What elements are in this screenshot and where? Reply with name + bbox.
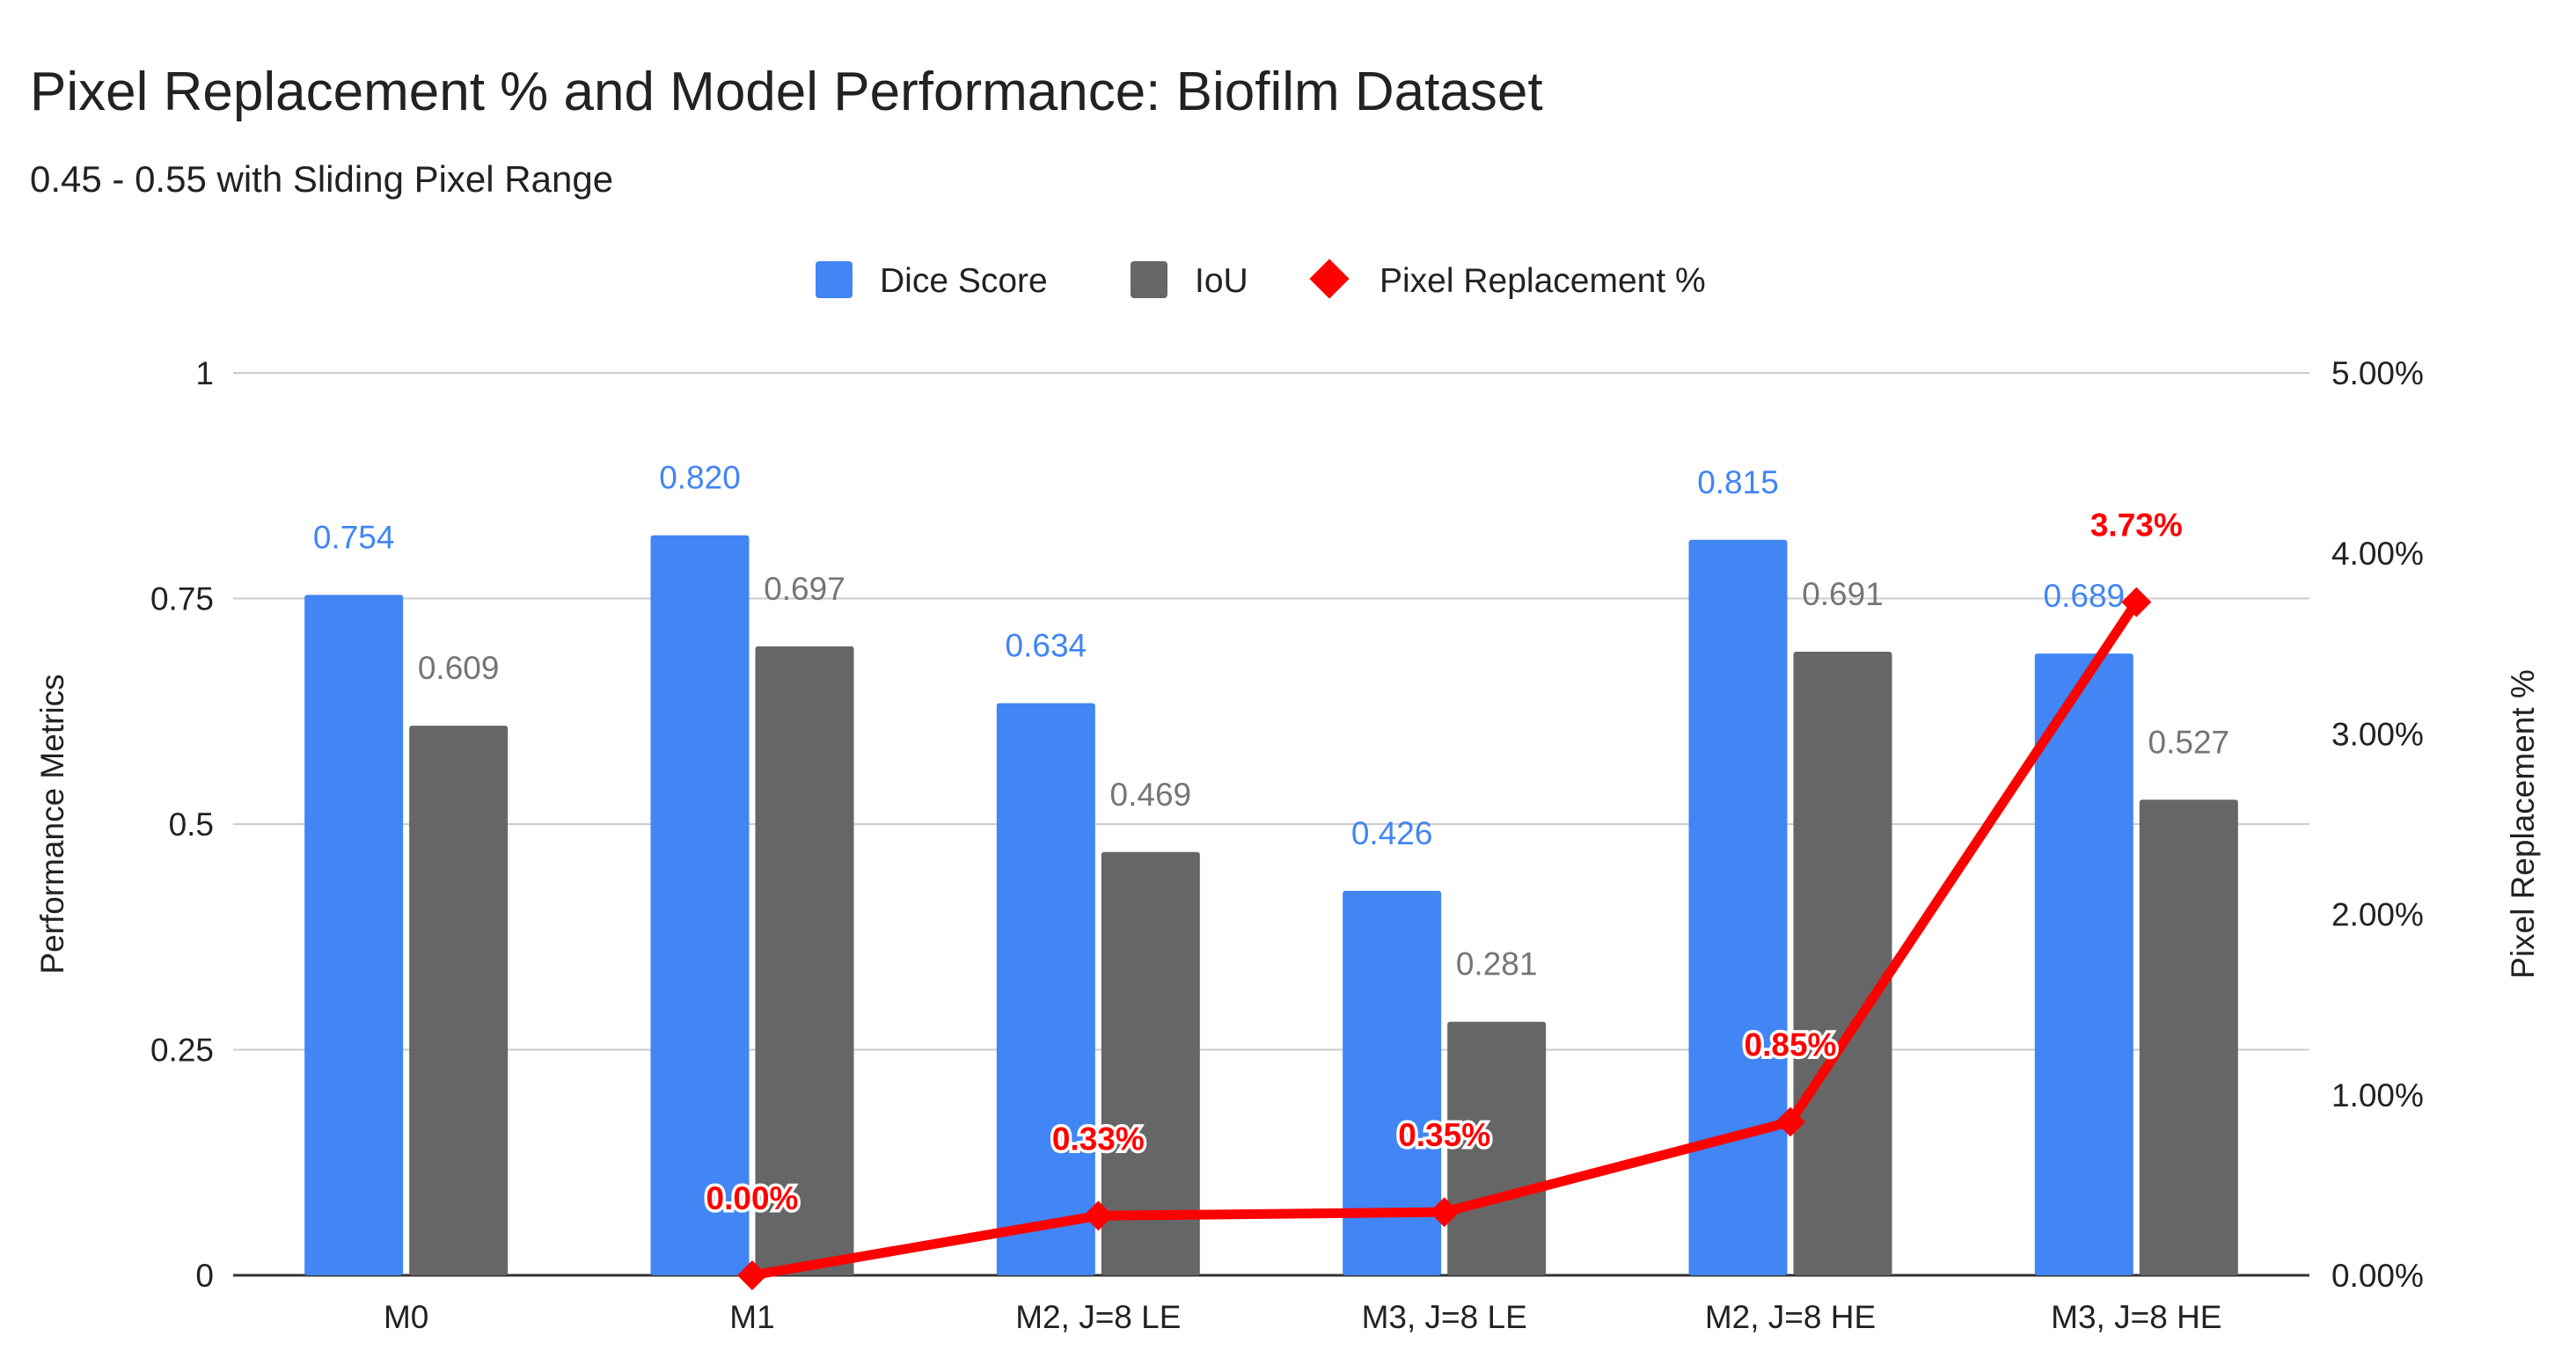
iou-bar[interactable] <box>755 646 854 1275</box>
left-axis-ticks: 0 0.25 0.5 0.75 1 <box>150 355 214 1294</box>
pixel-replacement-series-line <box>747 597 2141 1281</box>
dice-bar[interactable] <box>650 535 750 1275</box>
iou-bar[interactable] <box>1447 1021 1547 1275</box>
legend-item-dice[interactable]: Dice Score <box>816 261 1048 300</box>
legend: Dice Score IoU Pixel Replacement % <box>816 259 1706 300</box>
legend-label-pixel: Pixel Replacement % <box>1379 262 1706 300</box>
right-axis-title: Pixel Replacement % <box>2505 669 2541 979</box>
left-tick-label: 0.25 <box>150 1033 214 1069</box>
left-tick-label: 0.5 <box>169 807 214 843</box>
pixel-replacement-value-label: 3.73% <box>2090 507 2183 544</box>
iou-value-label: 0.469 <box>1110 777 1192 813</box>
x-tick-label: M2, J=8 LE <box>1015 1299 1181 1335</box>
x-tick-label: M1 <box>729 1299 774 1335</box>
dice-bar[interactable] <box>996 703 1095 1275</box>
legend-label-iou: IoU <box>1195 262 1248 300</box>
dice-value-label: 0.426 <box>1351 815 1433 851</box>
left-axis-title: Performance Metrics <box>34 674 70 974</box>
legend-swatch-dice <box>816 261 853 298</box>
chart-subtitle: 0.45 - 0.55 with Sliding Pixel Range <box>30 158 613 200</box>
right-tick-label: 0.00% <box>2331 1258 2424 1294</box>
right-tick-label: 3.00% <box>2331 716 2424 752</box>
iou-bar[interactable] <box>1793 652 1892 1275</box>
right-tick-label: 5.00% <box>2331 355 2424 391</box>
left-tick-label: 0.75 <box>150 581 214 617</box>
pixel-replacement-value-label: 0.00% <box>706 1180 799 1216</box>
pixel-replacement-point[interactable] <box>1775 1106 1805 1137</box>
dice-bar[interactable] <box>1343 890 1442 1275</box>
iou-value-label: 0.609 <box>418 650 500 686</box>
legend-label-dice: Dice Score <box>880 262 1048 300</box>
pixel-replacement-value-label: 0.33% <box>1052 1120 1145 1157</box>
x-tick-label: M0 <box>384 1299 428 1335</box>
dice-value-label: 0.754 <box>313 519 395 555</box>
pixel-replacement-point[interactable] <box>1429 1197 1460 1228</box>
right-tick-label: 2.00% <box>2331 897 2424 933</box>
legend-item-pixel[interactable]: Pixel Replacement % <box>1309 259 1706 300</box>
iou-value-label: 0.527 <box>2148 724 2230 760</box>
pixel-replacement-point[interactable] <box>737 1260 767 1290</box>
right-axis-ticks: 0.00% 1.00% 2.00% 3.00% 4.00% 5.00% <box>2331 355 2424 1294</box>
gridlines <box>233 372 2309 1277</box>
dice-value-label: 0.820 <box>659 460 741 496</box>
dice-value-label: 0.634 <box>1006 628 1087 664</box>
pixel-replacement-value-label: 0.35% <box>1398 1117 1490 1153</box>
x-tick-label: M3, J=8 LE <box>1362 1299 1527 1335</box>
left-tick-label: 1 <box>195 355 214 391</box>
legend-swatch-iou <box>1131 261 1167 298</box>
dice-value-label: 0.689 <box>2044 578 2126 614</box>
iou-bar[interactable] <box>409 726 509 1275</box>
right-tick-label: 1.00% <box>2331 1077 2424 1113</box>
x-axis-ticks: M0 M1 M2, J=8 LE M3, J=8 LE M2, J=8 HE M3, J=… <box>384 1299 2222 1335</box>
bars <box>304 535 2238 1275</box>
iou-value-label: 0.281 <box>1456 946 1538 982</box>
x-tick-label: M3, J=8 HE <box>2051 1299 2221 1335</box>
pixel-replacement-value-label: 0.85% <box>1745 1027 1837 1063</box>
left-tick-label: 0 <box>195 1258 214 1294</box>
dice-bar[interactable] <box>2034 653 2133 1275</box>
chart-title: Pixel Replacement % and Model Performanc… <box>30 62 1543 122</box>
pixel-replacement-line: 0.00% 0.33% 0.35% 0.85% 3.73% <box>703 504 2185 1290</box>
bar-labels: 0.754 0.609 0.820 0.697 0.634 0.469 0.426 0.281… <box>313 460 2229 982</box>
dice-bar[interactable] <box>1688 539 1788 1275</box>
iou-bar[interactable] <box>2139 799 2238 1275</box>
x-tick-label: M2, J=8 HE <box>1705 1299 1876 1335</box>
dice-value-label: 0.815 <box>1697 464 1779 500</box>
iou-bar[interactable] <box>1101 851 1200 1275</box>
iou-value-label: 0.697 <box>764 571 845 607</box>
right-tick-label: 4.00% <box>2331 536 2424 572</box>
dice-bar[interactable] <box>304 595 404 1275</box>
pixel-replacement-point[interactable] <box>1083 1201 1114 1231</box>
legend-item-iou[interactable]: IoU <box>1131 261 1248 300</box>
iou-value-label: 0.691 <box>1802 576 1884 612</box>
legend-swatch-pixel <box>1309 259 1350 299</box>
